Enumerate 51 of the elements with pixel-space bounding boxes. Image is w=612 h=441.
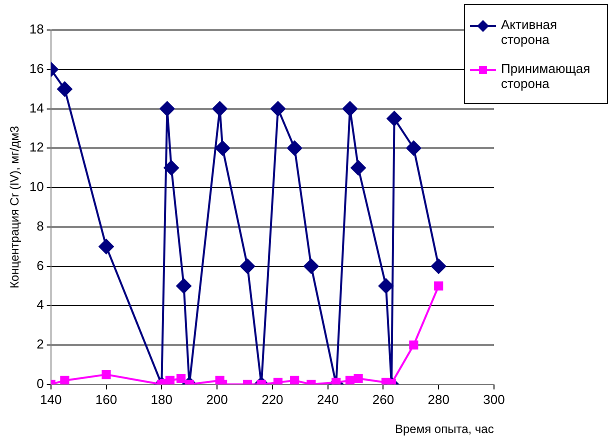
x-tick-label: 200 <box>206 392 228 407</box>
point <box>287 140 302 156</box>
x-tick-label: 280 <box>428 392 450 407</box>
x-tick-label: 300 <box>483 392 505 407</box>
point <box>240 258 256 274</box>
point <box>176 374 186 384</box>
legend-label: Принимающая сторона <box>501 61 592 91</box>
x-tick-label: 180 <box>150 392 172 407</box>
point <box>60 376 70 384</box>
point <box>345 376 355 384</box>
point <box>160 101 175 116</box>
point <box>350 160 366 176</box>
point <box>406 140 422 156</box>
y-tick-label: 18 <box>29 22 44 37</box>
point <box>212 101 228 116</box>
point <box>434 281 444 290</box>
x-tick-label: 220 <box>262 392 284 407</box>
x-tick-label: 240 <box>316 392 339 407</box>
point <box>57 82 72 97</box>
point <box>378 278 394 294</box>
point <box>290 376 300 384</box>
point <box>215 140 230 156</box>
point <box>98 239 114 254</box>
point <box>165 376 174 384</box>
point <box>332 378 341 384</box>
point <box>342 101 358 116</box>
y-tick-label: 14 <box>29 100 44 116</box>
y-tick-label: 0 <box>36 376 44 391</box>
y-tick-label: 10 <box>29 179 44 194</box>
point <box>273 378 283 384</box>
point <box>386 111 402 126</box>
point <box>409 340 418 350</box>
x-tick-label: 260 <box>372 392 394 407</box>
point <box>270 101 286 116</box>
x-axis-title: Время опыта, час <box>395 422 494 436</box>
y-tick-label: 12 <box>29 140 44 155</box>
x-tick-label: 160 <box>95 392 118 407</box>
y-tick-label: 4 <box>36 297 44 312</box>
y-tick-label: 8 <box>36 218 44 234</box>
y-tick-label: 2 <box>36 336 44 352</box>
point <box>102 370 111 380</box>
y-tick-label: 6 <box>36 258 44 273</box>
point <box>354 374 363 384</box>
x-tick-label: 140 <box>40 392 62 407</box>
point <box>304 258 319 274</box>
y-tick-label: 16 <box>29 60 44 76</box>
legend-label: Активная сторона <box>501 17 558 47</box>
point <box>176 278 192 294</box>
point <box>431 258 446 274</box>
y-axis-title: Концентрация Cr (IV), мг/дм3 <box>8 126 22 288</box>
point <box>164 160 179 176</box>
